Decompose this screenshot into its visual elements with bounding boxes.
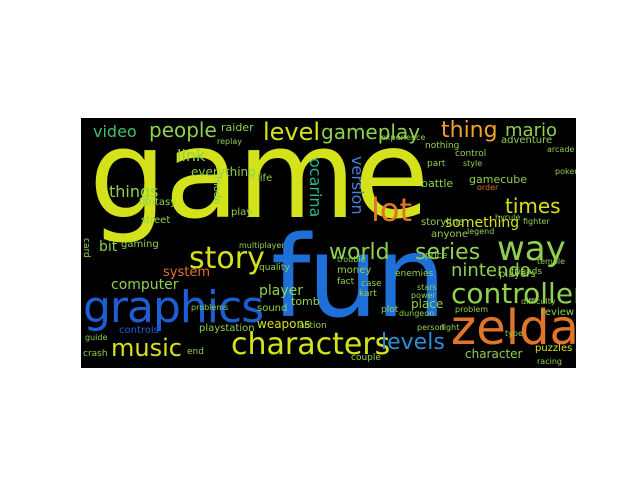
word-weapons: weapons — [257, 317, 311, 331]
word-guide: guide — [85, 333, 108, 342]
word-game: game — [89, 118, 429, 246]
word-arcade: arcade — [547, 145, 575, 154]
word-power: power — [411, 291, 436, 300]
word-racing: racing — [537, 357, 562, 366]
word-story: story — [189, 241, 265, 276]
word-fantasy: fantasy — [139, 197, 177, 208]
word-nothing: nothing — [425, 141, 460, 151]
word-place: place — [411, 297, 444, 311]
word-things: things — [109, 182, 159, 201]
word-players: players — [499, 269, 536, 280]
word-sound: sound — [257, 303, 288, 314]
word-end: end — [187, 347, 204, 357]
word-enemies: enemies — [395, 269, 434, 279]
word-ocarina: ocarina — [306, 158, 325, 218]
word-mode: mode — [211, 176, 222, 205]
word-storyline: storyline — [421, 217, 465, 228]
word-legend: legend — [467, 227, 495, 236]
word-order: order — [477, 183, 499, 192]
word-mario: mario — [505, 120, 557, 141]
word-problems: problems — [191, 303, 229, 312]
word-way: way — [497, 229, 566, 269]
word-fact: fact — [337, 277, 355, 287]
word-level: level — [263, 118, 321, 146]
word-controller: controller — [451, 277, 576, 310]
word-nintendo: nintendo — [451, 260, 531, 281]
word-stars: stars — [417, 283, 437, 292]
word-play: play — [231, 207, 253, 218]
word-life: life — [257, 173, 273, 184]
word-cloud: game fun zelda graphics characters contr… — [81, 118, 576, 368]
word-player: player — [259, 283, 304, 299]
word-lot: lot — [371, 191, 413, 229]
word-anyone: anyone — [431, 229, 468, 240]
word-kart: kart — [359, 289, 377, 299]
word-adventure: adventure — [501, 135, 553, 146]
word-gameplay: gameplay — [321, 120, 421, 144]
word-crash: crash — [83, 349, 108, 359]
word-tomb: tomb — [291, 295, 320, 308]
word-quality: quality — [259, 263, 290, 273]
word-link: link — [177, 146, 206, 165]
word-replay: replay — [217, 137, 242, 146]
word-difficulty: difficulty — [521, 297, 556, 306]
word-friends: friends — [511, 267, 543, 277]
word-levels: levels — [381, 330, 445, 355]
word-everything: everything — [191, 165, 256, 179]
word-series: series — [415, 240, 481, 265]
word-characters: characters — [231, 327, 391, 362]
word-people: people — [149, 118, 217, 142]
word-video: video — [93, 122, 137, 141]
word-character: character — [465, 347, 523, 361]
word-pokemon: pokemon — [555, 167, 576, 176]
word-card: card — [81, 238, 91, 258]
word-version: version — [348, 156, 367, 215]
word-person: person — [417, 323, 445, 332]
word-type: type — [505, 329, 523, 338]
word-graphics: graphics — [83, 282, 264, 333]
word-action: action — [299, 321, 327, 331]
word-world: world — [329, 240, 390, 265]
word-computer: computer — [111, 277, 179, 293]
word-experience: experience — [381, 133, 426, 142]
word-bit: bit — [99, 239, 118, 255]
word-something: something — [445, 215, 520, 231]
word-thing: thing — [441, 118, 498, 143]
word-problem: problem — [455, 305, 489, 314]
word-zelda: zelda — [451, 300, 576, 356]
word-hyrule: hyrule — [495, 213, 521, 222]
word-puzzles: puzzles — [535, 343, 573, 354]
word-playstation: playstation — [199, 323, 255, 334]
word-fight: fight — [441, 323, 460, 332]
word-street: street — [141, 215, 171, 226]
word-trouble: trouble — [337, 255, 366, 264]
word-style: style — [463, 159, 483, 168]
word-fun: fun — [271, 213, 446, 343]
word-temple: temple — [537, 257, 566, 266]
word-case: case — [361, 279, 382, 289]
word-money: money — [337, 265, 372, 276]
word-music: music — [111, 334, 182, 362]
word-battle: battle — [421, 177, 454, 190]
word-review: review — [541, 307, 575, 318]
word-multiplayer: multiplayer — [239, 241, 285, 250]
word-plot: plot — [381, 305, 399, 315]
word-gamecube: gamecube — [469, 173, 527, 186]
word-times: times — [505, 194, 561, 218]
word-gaming: gaming — [121, 239, 159, 250]
word-controls: controls — [119, 325, 159, 336]
word-raider: raider — [221, 121, 254, 134]
word-fighter: fighter — [523, 217, 550, 226]
word-part: part — [427, 159, 446, 169]
word-couple: couple — [351, 353, 381, 363]
word-system: system — [163, 265, 210, 280]
word-control: control — [455, 149, 487, 159]
word-dungeon: dungeon — [399, 309, 435, 318]
word-price: price — [425, 251, 448, 261]
